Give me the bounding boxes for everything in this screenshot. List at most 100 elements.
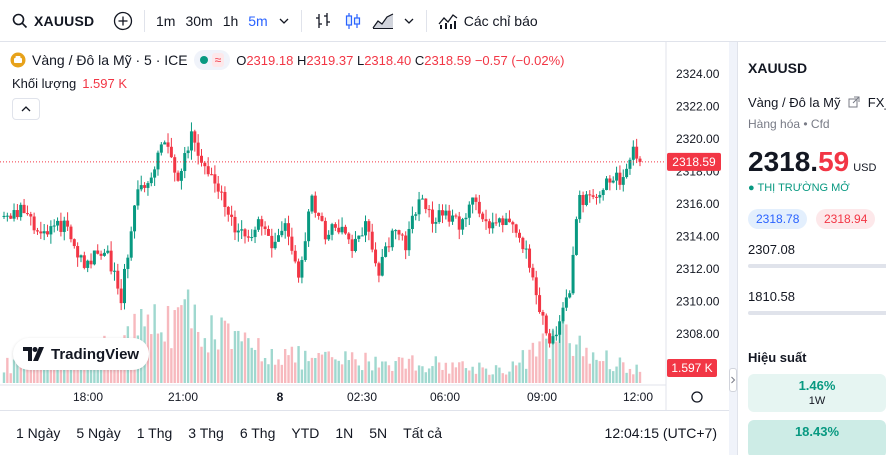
panel-divider[interactable] xyxy=(729,42,737,455)
candle-body xyxy=(2,215,6,217)
ohlc-values: O2319.18 H2319.37 L2318.40 C2318.59 −0.5… xyxy=(236,52,565,68)
volume-bar xyxy=(508,371,511,383)
interval-5m-button[interactable]: 5m xyxy=(248,12,268,29)
candle-body xyxy=(541,312,545,316)
area-style-button[interactable] xyxy=(368,6,398,36)
candle-body xyxy=(380,256,384,276)
interval-1h-button[interactable]: 1h xyxy=(222,12,239,29)
candle-body xyxy=(474,197,478,202)
volume-bar xyxy=(320,354,324,383)
volume-bar xyxy=(173,310,176,383)
performance-card-2[interactable]: 18.43% xyxy=(748,420,886,455)
ask-price-badge[interactable]: 2318.94 xyxy=(816,209,876,229)
volume-bar xyxy=(625,372,628,383)
range-5d-button[interactable]: 5 Ngày xyxy=(76,425,121,441)
bar-style-button[interactable] xyxy=(308,6,338,36)
volume-bar xyxy=(548,359,551,383)
volume-bar xyxy=(558,321,561,383)
candle-body xyxy=(451,215,455,222)
candle-style-button[interactable] xyxy=(338,6,368,36)
volume-bar xyxy=(2,372,6,383)
candle-body xyxy=(29,214,33,217)
candle-body xyxy=(608,178,612,183)
bottom-toolbar: 1 Ngày 5 Ngày 1 Thg 3 Thg 6 Thg YTD 1N 5… xyxy=(0,410,729,455)
candle-body xyxy=(233,216,237,233)
chevron-right-icon xyxy=(731,376,736,384)
candle-body xyxy=(323,220,327,240)
candle-body xyxy=(397,230,401,235)
bid-price-badge[interactable]: 2318.78 xyxy=(748,209,808,229)
x-tick-label: 06:00 xyxy=(430,390,460,404)
interval-dropdown-button[interactable] xyxy=(273,6,295,36)
volume-bar xyxy=(377,367,381,383)
candle-body xyxy=(394,230,398,232)
details-symbol[interactable]: XAUUSD xyxy=(748,60,808,76)
candle-body xyxy=(109,250,113,272)
candle-body xyxy=(206,166,210,175)
price-chart[interactable]: 2308.00 2310.00 2312.00 2314.00 2316.00 2318.… xyxy=(0,42,729,410)
candle-body xyxy=(280,230,284,236)
candle-body xyxy=(270,235,274,249)
candle-body xyxy=(574,219,578,255)
candle-body xyxy=(236,230,240,233)
volume-bar xyxy=(478,362,481,383)
volume-bar xyxy=(504,374,508,383)
performance-card-1w[interactable]: 1.46% 1W xyxy=(748,374,886,412)
volume-bar xyxy=(170,348,173,383)
volume-bar xyxy=(381,361,384,383)
candle-body xyxy=(99,253,103,256)
volume-bar xyxy=(360,370,364,383)
volume-bar xyxy=(109,360,113,383)
range-6m-button[interactable]: 6 Thg xyxy=(239,425,276,441)
volume-bar xyxy=(434,356,438,383)
candle-body xyxy=(133,205,137,232)
symbol-label: XAUUSD xyxy=(34,12,95,29)
candle-body xyxy=(153,169,157,178)
volume-bar xyxy=(635,364,638,383)
volume-bar xyxy=(337,360,340,383)
candle-body xyxy=(246,236,250,238)
add-symbol-button[interactable] xyxy=(108,6,138,36)
volume-bar xyxy=(267,364,270,383)
volume-bar xyxy=(49,358,53,383)
range-1y-button[interactable]: 1N xyxy=(335,425,354,441)
market-status-badge[interactable]: ≈ xyxy=(193,50,231,70)
candle-body xyxy=(19,204,23,218)
candle-body xyxy=(538,295,542,313)
candle-body xyxy=(457,216,461,230)
candle-body xyxy=(143,185,147,188)
interval-30m-button[interactable]: 30m xyxy=(185,12,213,29)
y-tick-label: 2316.00 xyxy=(676,197,720,211)
chart-area[interactable]: 2308.00 2310.00 2312.00 2314.00 2316.00 2318.… xyxy=(0,42,729,410)
range-5y-button[interactable]: 5N xyxy=(369,425,388,441)
chart-style-dropdown-button[interactable] xyxy=(398,6,420,36)
volume-bar xyxy=(575,344,578,383)
range-3m-button[interactable]: 3 Thg xyxy=(188,425,224,441)
candle-body xyxy=(601,189,605,196)
volume-bar xyxy=(317,352,320,383)
symbol-search[interactable]: XAUUSD xyxy=(0,0,108,42)
interval-1m-button[interactable]: 1m xyxy=(156,12,176,29)
collapse-panel-handle[interactable] xyxy=(729,368,737,392)
volume-bar xyxy=(16,356,19,383)
range-1d-button[interactable]: 1 Ngày xyxy=(16,425,61,441)
range-ytd-button[interactable]: YTD xyxy=(291,425,320,441)
volume-bar xyxy=(535,356,538,383)
candle-body xyxy=(333,224,337,228)
range-all-button[interactable]: Tất cả xyxy=(403,425,443,441)
external-link-icon[interactable] xyxy=(848,96,860,108)
volume-bar xyxy=(19,366,22,383)
tradingview-logo[interactable]: TradingView xyxy=(13,338,150,370)
area-chart-icon xyxy=(372,12,393,29)
volume-bar xyxy=(324,351,327,383)
candle-body xyxy=(467,204,471,218)
candle-body xyxy=(400,234,404,236)
candle-body xyxy=(263,226,267,230)
indicators-button[interactable]: Các chỉ báo xyxy=(433,6,543,36)
timezone-clock[interactable]: 12:04:15 (UTC+7) xyxy=(604,425,717,441)
candle-body xyxy=(524,248,528,250)
volume-bar xyxy=(290,346,294,383)
range-1m-button[interactable]: 1 Thg xyxy=(136,425,173,441)
volume-bar xyxy=(605,350,608,383)
collapse-legend-button[interactable] xyxy=(12,98,40,120)
